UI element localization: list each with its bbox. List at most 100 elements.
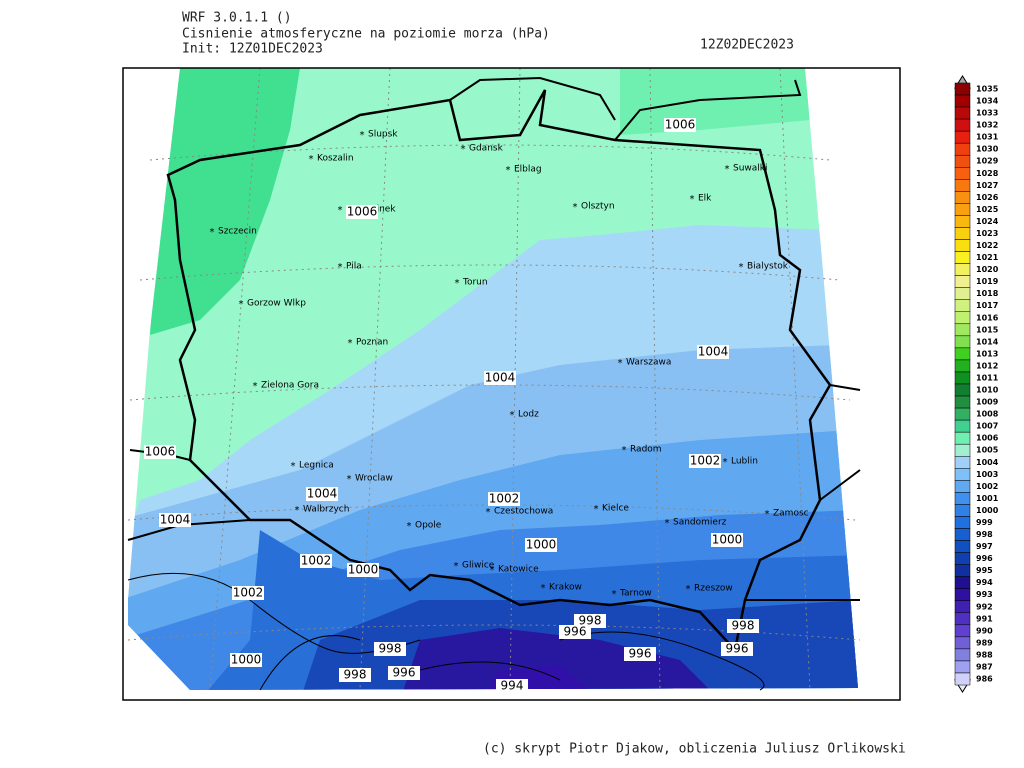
city-name: Suwalki [733, 164, 768, 174]
colorbar-swatch [954, 275, 971, 288]
city-marker: * [664, 518, 670, 529]
city-marker: * [489, 565, 495, 576]
city-name: Sandomierz [673, 518, 727, 528]
colorbar-swatch [954, 347, 971, 361]
colorbar-label: 1025 [976, 205, 999, 214]
colorbar-label: 987 [976, 662, 993, 671]
city-name: Rzeszow [694, 584, 733, 594]
colorbar-label: 1018 [976, 289, 999, 298]
colorbar-swatch [954, 335, 971, 349]
city-name: Elk [698, 194, 712, 204]
contour-label: 996 [726, 642, 749, 656]
colorbar-swatch [954, 600, 971, 614]
colorbar-label: 1034 [976, 97, 999, 106]
map-frame [122, 67, 901, 701]
colorbar-swatch [954, 323, 971, 337]
colorbar-swatch [954, 431, 971, 445]
colorbar-label: 1015 [976, 325, 999, 334]
credits: (c) skrypt Piotr Djakow, obliczenia Juli… [483, 742, 906, 757]
contour-label: 1002 [489, 492, 520, 506]
colorbar-swatch [954, 154, 971, 168]
city-marker: * [454, 278, 460, 289]
colorbar-label: 1028 [976, 169, 999, 178]
contour-label: 1002 [690, 454, 721, 468]
colorbar-swatch [954, 383, 971, 397]
colorbar-swatch [954, 106, 971, 120]
colorbar-swatch [954, 516, 971, 529]
city-marker: * [308, 154, 314, 165]
colorbar-label: 1030 [976, 145, 999, 154]
colorbar-label: 1013 [976, 349, 998, 358]
city-marker: * [685, 584, 691, 595]
city-marker: * [294, 505, 300, 516]
city-marker: * [359, 130, 365, 141]
colorbar-label: 1010 [976, 386, 999, 395]
colorbar-swatch [954, 359, 971, 373]
contour-label: 1002 [233, 586, 264, 600]
contour-label: 1004 [698, 345, 729, 359]
city-marker: * [724, 164, 730, 175]
colorbar-swatch [954, 648, 971, 662]
colorbar-swatch [954, 407, 971, 421]
city-name: Warszawa [626, 358, 671, 368]
city-name: Pila [346, 262, 362, 272]
city-marker: * [460, 144, 466, 155]
contour-label: 996 [393, 666, 416, 680]
city-name: Torun [462, 278, 488, 288]
band-1007 [150, 68, 300, 335]
contour-label-bg [664, 118, 696, 132]
contour-label-bg [306, 487, 338, 501]
city-name: Kielce [602, 504, 629, 514]
colorbar-swatch [954, 576, 971, 589]
contour-label-bg [525, 538, 557, 552]
colorbar-label: 990 [976, 626, 993, 635]
city-name: Poznan [356, 338, 388, 348]
colorbar-swatch [954, 118, 971, 132]
city-name: Tarnow [619, 589, 652, 599]
city-name: Lublin [731, 457, 758, 467]
colorbar-label: 1016 [976, 313, 999, 322]
city-name: Gorzow Wlkp [247, 299, 306, 309]
city-marker: * [689, 194, 695, 205]
city-name: Lodz [518, 410, 539, 420]
colorbar-swatch [954, 142, 971, 156]
contour-label-bg [711, 533, 743, 547]
city-marker: * [290, 461, 296, 472]
colorbar-label: 1002 [976, 482, 998, 491]
contour-label: 1006 [665, 118, 696, 132]
colorbar-label: 1008 [976, 410, 999, 419]
colorbar-label: 1021 [976, 253, 999, 262]
colorbar-label: 1024 [976, 217, 999, 226]
city-marker: * [764, 509, 770, 520]
colorbar-label: 1032 [976, 121, 998, 130]
colorbar-label: 1003 [976, 470, 998, 479]
city-name: Walbrzych [303, 505, 349, 515]
city-marker: * [453, 561, 459, 572]
city-marker: * [252, 381, 258, 392]
contour-label-bg [159, 513, 191, 527]
contour-label-bg [624, 647, 656, 661]
city-name: Zamosc [773, 509, 809, 519]
colorbar-label: 988 [976, 650, 993, 659]
contour-label: 998 [379, 642, 402, 656]
colorbar-label: 1023 [976, 229, 998, 238]
contour-label: 1004 [485, 371, 516, 385]
city-marker: * [540, 583, 546, 594]
city-name: Elblag [514, 165, 542, 175]
colorbar-label: 994 [976, 578, 993, 587]
colorbar-label: 1004 [976, 458, 999, 467]
colorbar-swatch [954, 251, 971, 264]
colorbar-swatch [954, 167, 971, 180]
city-marker: * [593, 504, 599, 515]
contour-label-bg [144, 445, 176, 459]
city-name: Katowice [498, 565, 539, 575]
colorbar-label: 1011 [976, 373, 999, 382]
colorbar-label: 1001 [976, 494, 999, 503]
colorbar-label: 993 [976, 590, 993, 599]
colorbar-label: 1009 [976, 398, 999, 407]
colorbar-swatch [954, 227, 971, 240]
city-marker: * [346, 474, 352, 485]
colorbar-swatch [954, 588, 971, 601]
contour-label: 1000 [348, 563, 379, 577]
